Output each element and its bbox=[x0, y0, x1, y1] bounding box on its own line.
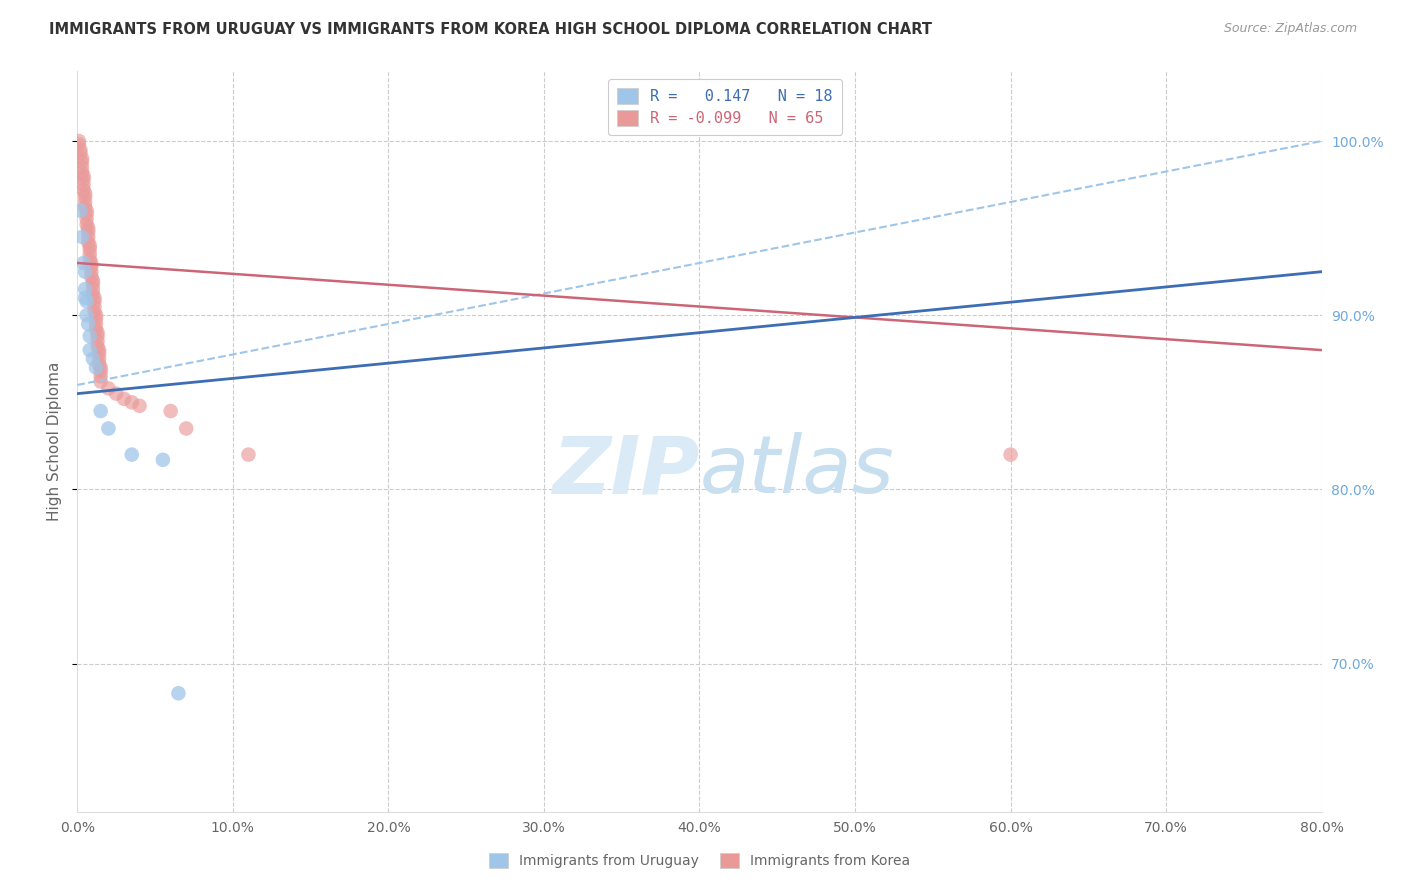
Point bbox=[1000, 448, 1022, 462]
Point bbox=[69, 146, 91, 161]
Point bbox=[167, 686, 190, 700]
Point bbox=[70, 160, 93, 174]
Point bbox=[70, 152, 93, 166]
Point bbox=[75, 186, 97, 201]
Point bbox=[83, 294, 105, 309]
Point bbox=[70, 230, 93, 244]
Point bbox=[86, 334, 108, 349]
Point bbox=[87, 351, 110, 366]
Point bbox=[83, 300, 105, 314]
Point bbox=[76, 294, 98, 309]
Point bbox=[84, 322, 107, 336]
Point bbox=[82, 287, 104, 301]
Point bbox=[90, 375, 112, 389]
Point bbox=[159, 404, 181, 418]
Y-axis label: High School Diploma: High School Diploma bbox=[46, 362, 62, 521]
Point bbox=[79, 242, 101, 256]
Point bbox=[121, 395, 143, 409]
Point bbox=[86, 340, 108, 354]
Text: ZIP: ZIP bbox=[553, 432, 700, 510]
Point bbox=[79, 247, 101, 261]
Point bbox=[84, 311, 107, 326]
Point bbox=[76, 308, 98, 322]
Text: Source: ZipAtlas.com: Source: ZipAtlas.com bbox=[1223, 22, 1357, 36]
Point bbox=[112, 392, 135, 406]
Point bbox=[80, 256, 103, 270]
Point bbox=[76, 203, 98, 218]
Point bbox=[72, 183, 94, 197]
Point bbox=[72, 169, 94, 183]
Point bbox=[84, 317, 107, 331]
Point bbox=[77, 225, 100, 239]
Point bbox=[82, 273, 104, 287]
Point bbox=[84, 360, 107, 375]
Point bbox=[79, 252, 101, 267]
Point bbox=[83, 291, 105, 305]
Point bbox=[128, 399, 150, 413]
Point bbox=[70, 165, 93, 179]
Point bbox=[97, 421, 120, 435]
Point bbox=[76, 218, 98, 232]
Point bbox=[105, 386, 128, 401]
Point bbox=[121, 448, 143, 462]
Point bbox=[75, 194, 97, 209]
Point bbox=[87, 357, 110, 371]
Point bbox=[75, 190, 97, 204]
Point bbox=[77, 221, 100, 235]
Point bbox=[67, 137, 90, 152]
Point bbox=[86, 326, 108, 340]
Point bbox=[79, 329, 101, 343]
Point bbox=[80, 265, 103, 279]
Point bbox=[76, 212, 98, 227]
Point bbox=[90, 369, 112, 384]
Point bbox=[79, 238, 101, 252]
Point bbox=[75, 291, 97, 305]
Point bbox=[75, 265, 97, 279]
Point bbox=[77, 230, 100, 244]
Point bbox=[76, 207, 98, 221]
Point bbox=[72, 178, 94, 192]
Text: IMMIGRANTS FROM URUGUAY VS IMMIGRANTS FROM KOREA HIGH SCHOOL DIPLOMA CORRELATION: IMMIGRANTS FROM URUGUAY VS IMMIGRANTS FR… bbox=[49, 22, 932, 37]
Point bbox=[72, 256, 94, 270]
Point bbox=[82, 277, 104, 291]
Point bbox=[90, 360, 112, 375]
Point bbox=[152, 453, 174, 467]
Point bbox=[90, 364, 112, 378]
Point bbox=[82, 282, 104, 296]
Point bbox=[80, 269, 103, 284]
Point bbox=[75, 200, 97, 214]
Point bbox=[82, 351, 104, 366]
Text: atlas: atlas bbox=[700, 432, 894, 510]
Point bbox=[77, 317, 100, 331]
Point bbox=[97, 381, 120, 395]
Point bbox=[75, 282, 97, 296]
Point bbox=[86, 329, 108, 343]
Point bbox=[83, 305, 105, 319]
Point bbox=[84, 308, 107, 322]
Point bbox=[90, 404, 112, 418]
Point bbox=[69, 203, 91, 218]
Point bbox=[80, 260, 103, 274]
Point bbox=[67, 134, 90, 148]
Point bbox=[87, 343, 110, 357]
Point bbox=[87, 346, 110, 360]
Point bbox=[79, 343, 101, 357]
Point bbox=[77, 235, 100, 249]
Point bbox=[69, 143, 91, 157]
Legend: Immigrants from Uruguay, Immigrants from Korea: Immigrants from Uruguay, Immigrants from… bbox=[482, 847, 917, 875]
Point bbox=[72, 172, 94, 186]
Point bbox=[174, 421, 197, 435]
Point bbox=[70, 155, 93, 169]
Point bbox=[238, 448, 260, 462]
